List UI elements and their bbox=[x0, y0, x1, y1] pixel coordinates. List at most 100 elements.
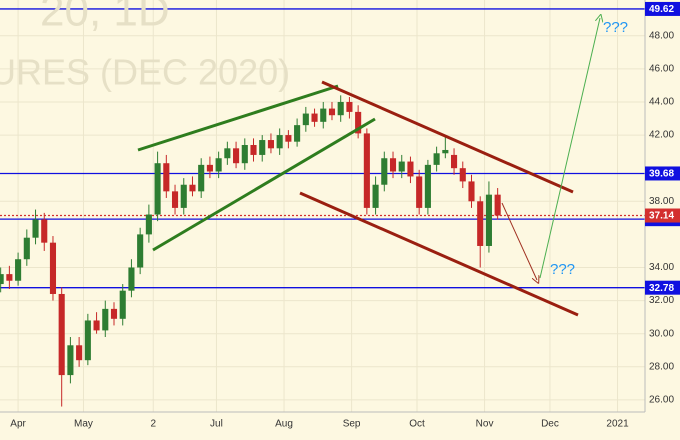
candle-body bbox=[145, 214, 152, 235]
candle-body bbox=[128, 267, 135, 291]
y-tick-label: 38.00 bbox=[649, 196, 674, 207]
candle-body bbox=[250, 145, 257, 155]
candle-body bbox=[154, 163, 161, 215]
y-tick-label: 28.00 bbox=[649, 361, 674, 372]
candle-body bbox=[477, 201, 484, 246]
x-tick-label: Sep bbox=[343, 419, 361, 430]
candle-body bbox=[41, 219, 48, 243]
candle-body bbox=[459, 168, 466, 182]
price-label: 49.62 bbox=[649, 4, 674, 15]
candle-body bbox=[320, 108, 327, 122]
y-tick-label: 46.00 bbox=[649, 64, 674, 75]
grid bbox=[0, 0, 645, 412]
drawings bbox=[137, 18, 600, 317]
candle-body bbox=[389, 158, 397, 172]
candle-body bbox=[433, 153, 440, 165]
candle-body bbox=[49, 242, 57, 294]
price-label: 37.14 bbox=[649, 211, 674, 222]
candle-body bbox=[424, 164, 431, 208]
x-tick-label: Aug bbox=[275, 419, 293, 430]
y-tick-label: 26.00 bbox=[649, 395, 674, 406]
x-tick-label: Apr bbox=[10, 419, 26, 430]
trend-line bbox=[137, 84, 339, 152]
candle-body bbox=[485, 194, 492, 246]
candle-body bbox=[93, 320, 100, 331]
candle-body bbox=[398, 161, 405, 172]
price-label: 32.78 bbox=[649, 283, 674, 294]
y-tick-label: 42.00 bbox=[649, 130, 674, 141]
candle-body bbox=[285, 135, 292, 142]
price-label-bg bbox=[645, 280, 680, 295]
trend-line bbox=[321, 80, 574, 194]
candle-body bbox=[407, 161, 414, 177]
candle-body bbox=[355, 111, 362, 134]
candle-body bbox=[171, 191, 179, 208]
annotation: ??? bbox=[603, 19, 628, 36]
candle-body bbox=[233, 148, 240, 164]
candle-body bbox=[0, 274, 4, 285]
candle-body bbox=[206, 164, 213, 172]
candle-body bbox=[23, 237, 30, 260]
x-tick-label: 2021 bbox=[606, 419, 629, 430]
y-tick-label: 34.00 bbox=[649, 262, 674, 273]
candle-body bbox=[241, 145, 248, 164]
candle-body bbox=[189, 184, 196, 192]
candle-body bbox=[76, 345, 83, 361]
candle-body bbox=[372, 184, 379, 208]
price-label-bg bbox=[645, 166, 680, 181]
candle-body bbox=[215, 158, 222, 172]
y-tick-label: 48.00 bbox=[649, 30, 674, 41]
candle-body bbox=[346, 101, 353, 112]
candle-body bbox=[6, 274, 13, 281]
candle-body bbox=[102, 308, 109, 331]
candle-body bbox=[198, 164, 205, 192]
annotation: ??? bbox=[550, 261, 575, 278]
price-label-bg bbox=[645, 208, 680, 223]
y-tick-label: 30.00 bbox=[649, 328, 674, 339]
arrow bbox=[539, 18, 600, 279]
price-label: 39.68 bbox=[649, 169, 674, 180]
candle-body bbox=[363, 133, 370, 208]
x-tick-label: 2 bbox=[150, 419, 156, 430]
candle-body bbox=[180, 184, 187, 208]
candles bbox=[0, 95, 501, 407]
candle-body bbox=[137, 234, 144, 268]
candle-body bbox=[468, 181, 475, 202]
candle-body bbox=[224, 148, 231, 159]
candle-body bbox=[110, 308, 118, 319]
candle-body bbox=[294, 125, 301, 142]
candle-body bbox=[302, 113, 309, 126]
arrow bbox=[501, 202, 537, 280]
candle-body bbox=[442, 149, 449, 154]
trend-line bbox=[299, 191, 579, 317]
x-tick-label: Nov bbox=[476, 419, 494, 430]
candle-body bbox=[337, 101, 344, 116]
axes: 48.00 46.00 44.00 42.00 38.00 34.00 32.00 30.00… bbox=[10, 1, 680, 430]
candle-body bbox=[84, 320, 91, 361]
watermark: URES (DEC 2020) bbox=[0, 52, 290, 93]
trend-line bbox=[152, 117, 376, 252]
y-tick-label: 44.00 bbox=[649, 97, 674, 108]
candle-body bbox=[119, 290, 126, 319]
price-label-bg bbox=[645, 1, 680, 16]
candle-body bbox=[267, 140, 274, 149]
candle-body bbox=[381, 158, 388, 185]
y-tick-label: 32.00 bbox=[649, 295, 674, 306]
x-tick-label: Jul bbox=[210, 419, 223, 430]
candle-body bbox=[259, 140, 266, 155]
candle-body bbox=[276, 135, 283, 149]
candle-body bbox=[32, 219, 39, 238]
candle-body bbox=[311, 113, 318, 122]
candle-body bbox=[67, 345, 74, 376]
watermark: 20, 1D bbox=[40, 0, 170, 36]
candle-body bbox=[15, 259, 22, 281]
candle-body bbox=[494, 194, 501, 216]
candle-body bbox=[328, 108, 336, 116]
candle-body bbox=[450, 154, 458, 169]
x-tick-label: Oct bbox=[409, 419, 425, 430]
candle-body bbox=[163, 163, 170, 192]
x-tick-label: Dec bbox=[541, 419, 559, 430]
candle-body bbox=[58, 293, 65, 376]
candle-body bbox=[416, 176, 423, 208]
